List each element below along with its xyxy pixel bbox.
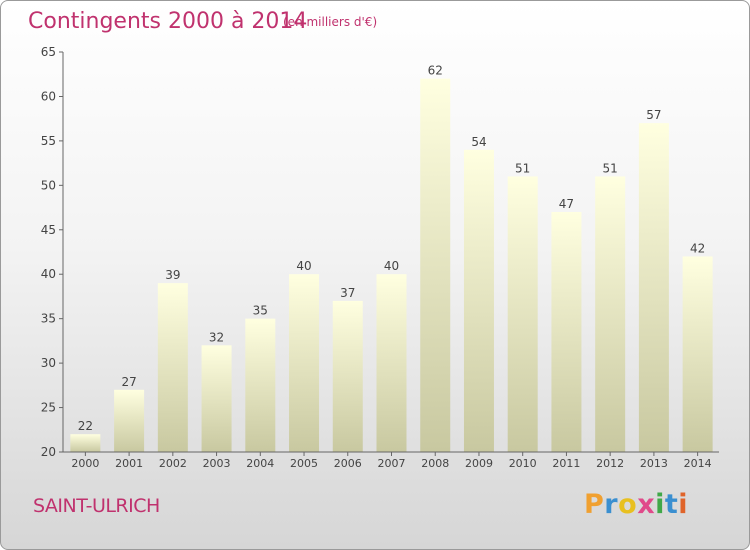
x-tick-label: 2006 — [334, 457, 362, 470]
logo-letter: x — [637, 489, 656, 520]
bar-2005 — [289, 274, 320, 452]
x-tick-label: 2002 — [159, 457, 187, 470]
bar-2008 — [420, 78, 451, 453]
logo-letter: i — [678, 489, 689, 520]
y-tick-label: 20 — [41, 445, 56, 459]
y-tick-label: 35 — [41, 312, 56, 326]
bar-2012 — [595, 176, 626, 452]
logo-letter: r — [604, 489, 619, 520]
y-tick-label: 25 — [41, 401, 56, 415]
bars: 22 27 39 32 35 40 37 40 62 54 51 47 51 57 42 — [70, 64, 713, 453]
bar-2004 — [245, 318, 276, 452]
bar-2001 — [114, 389, 145, 452]
bar-value-label: 27 — [121, 375, 136, 389]
logo-letter: t — [664, 489, 679, 520]
bar-value-label: 51 — [603, 161, 618, 175]
x-tick-label: 2009 — [465, 457, 493, 470]
x-tick-label: 2012 — [596, 457, 624, 470]
x-tick-label: 2007 — [378, 457, 406, 470]
y-tick-label: 45 — [41, 223, 56, 237]
bar-2011 — [551, 212, 582, 452]
bar-2013 — [638, 123, 669, 452]
x-tick-label: 2014 — [684, 457, 712, 470]
chart-title: Contingents 2000 à 2014 — [28, 9, 307, 34]
x-tick-label: 2001 — [115, 457, 143, 470]
logo-letter: i — [655, 489, 665, 520]
bar-value-label: 51 — [515, 161, 530, 175]
logo-letter: o — [618, 489, 638, 520]
bar-2003 — [201, 345, 232, 452]
bar-2014 — [682, 256, 713, 452]
commune-name: SAINT-ULRICH — [33, 495, 160, 517]
bar-value-label: 40 — [296, 259, 311, 273]
bar-value-label: 39 — [165, 268, 180, 282]
x-axis: 2000 2001 2002 2003 2004 2005 2006 2007 2008 2009… — [63, 451, 719, 470]
bar-value-label: 40 — [384, 259, 399, 273]
bar-2007 — [376, 274, 407, 452]
y-axis: 20 25 30 35 40 45 50 55 60 65 — [41, 45, 64, 459]
bar-2009 — [463, 149, 494, 452]
x-tick-label: 2000 — [71, 457, 99, 470]
y-tick-label: 50 — [41, 178, 56, 192]
x-tick-label: 2010 — [509, 457, 537, 470]
y-tick-label: 30 — [41, 356, 56, 370]
y-tick-label: 55 — [41, 134, 56, 148]
bar-value-label: 47 — [559, 197, 574, 211]
x-tick-label: 2004 — [246, 457, 274, 470]
x-tick-label: 2005 — [290, 457, 318, 470]
proxiti-logo: Proxiti — [584, 489, 688, 520]
bar-2010 — [507, 176, 538, 452]
bar-value-label: 32 — [209, 330, 224, 344]
bar-value-label: 42 — [690, 241, 705, 255]
bar-value-label: 22 — [78, 419, 93, 433]
bar-value-label: 37 — [340, 286, 355, 300]
bar-value-label: 57 — [646, 108, 661, 122]
bar-value-label: 35 — [253, 304, 268, 318]
bar-2002 — [157, 283, 188, 452]
y-tick-label: 40 — [41, 267, 56, 281]
bar-value-label: 62 — [428, 64, 443, 78]
y-tick-label: 60 — [41, 89, 56, 103]
bar-value-label: 54 — [471, 135, 486, 149]
y-tick-label: 65 — [41, 45, 56, 59]
x-tick-label: 2011 — [552, 457, 580, 470]
bar-2006 — [332, 300, 363, 452]
x-tick-label: 2003 — [203, 457, 231, 470]
chart-subtitle: (en milliers d'€) — [283, 15, 377, 29]
bar-2000 — [70, 434, 101, 452]
x-tick-label: 2008 — [421, 457, 449, 470]
x-tick-label: 2013 — [640, 457, 668, 470]
logo-letter: P — [584, 489, 605, 520]
